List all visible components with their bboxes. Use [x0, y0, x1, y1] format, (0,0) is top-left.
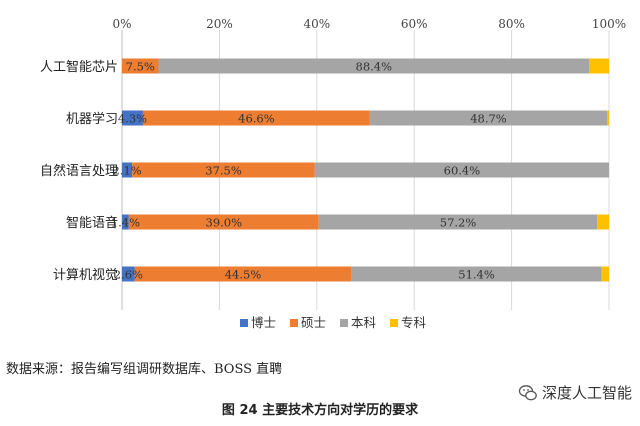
- x-tick-label: 100%: [592, 17, 626, 31]
- legend-swatch: [240, 319, 248, 327]
- watermark: 深度人工智能: [518, 382, 632, 403]
- data-label: 1.4%: [111, 216, 140, 230]
- bar-segment: [122, 162, 133, 178]
- source-note: 数据来源：报告编写组调研数据库、BOSS 直聘: [6, 362, 283, 377]
- bar-segment: [122, 214, 129, 230]
- category-label: 机器学习: [66, 111, 118, 127]
- bar-segment: [132, 162, 315, 178]
- bar-segment: [597, 214, 609, 230]
- bar-segment: [351, 266, 602, 282]
- category-label: 自然语言处理: [40, 163, 118, 179]
- legend-label: 本科: [351, 315, 377, 330]
- data-label: 44.5%: [225, 268, 262, 282]
- bar-segment: [314, 162, 609, 178]
- bar-segment: [369, 110, 608, 126]
- data-label: 46.6%: [238, 112, 275, 126]
- legend-label: 专科: [401, 315, 427, 330]
- data-label: 2.1%: [113, 164, 142, 178]
- data-label: 4.3%: [118, 112, 147, 126]
- data-labels: 7.5% 88.4% 4.3% 46.6% 48.7% 2.1% 37.5% 60.4% 1.4…: [111, 60, 507, 282]
- legend-swatch: [290, 319, 298, 327]
- data-label: 48.7%: [470, 112, 507, 126]
- bar-segment: [601, 266, 609, 282]
- bar-segment: [607, 110, 609, 126]
- data-label: 51.4%: [458, 268, 495, 282]
- bar-segment: [589, 58, 609, 74]
- data-label: 37.5%: [205, 164, 242, 178]
- bar-segment: [128, 214, 319, 230]
- stacked-bar-chart: 0% 20% 40% 60% 80% 100% 人工智能芯片机器学习自然语言处理智能语音计…: [40, 17, 626, 330]
- bar-segment: [122, 110, 143, 126]
- x-tick-label: 60%: [401, 17, 428, 31]
- data-label: 39.0%: [206, 216, 243, 230]
- bars: [122, 58, 609, 282]
- data-label: 2.6%: [114, 268, 143, 282]
- data-label: 57.2%: [440, 216, 477, 230]
- data-label: 7.5%: [126, 60, 155, 74]
- bar-segment: [318, 214, 598, 230]
- x-tick-label: 20%: [206, 17, 233, 31]
- category-label: 智能语音: [66, 215, 118, 231]
- legend-label: 硕士: [301, 315, 326, 330]
- legend-label: 博士: [251, 315, 276, 330]
- bar-segment: [122, 266, 135, 282]
- bar-segment: [122, 58, 159, 74]
- x-tick-label: 0%: [112, 17, 131, 31]
- x-tick-label: 80%: [498, 17, 525, 31]
- legend-swatch: [390, 319, 398, 327]
- x-axis-ticks: 0% 20% 40% 60% 80% 100%: [112, 17, 626, 31]
- wechat-icon: [518, 384, 537, 400]
- bar-segment: [134, 266, 352, 282]
- bar-segment: [158, 58, 590, 74]
- data-label: 88.4%: [356, 60, 393, 74]
- figure-caption: 图 24 主要技术方向对学历的要求: [221, 403, 419, 418]
- legend: 博士 硕士 本科 专科: [240, 315, 427, 330]
- legend-swatch: [340, 319, 348, 327]
- data-label: 60.4%: [444, 164, 481, 178]
- x-tick-label: 40%: [303, 17, 330, 31]
- bar-segment: [142, 110, 370, 126]
- category-label: 人工智能芯片: [40, 60, 118, 75]
- category-label: 计算机视觉: [53, 268, 118, 283]
- watermark-text: 深度人工智能: [541, 384, 632, 402]
